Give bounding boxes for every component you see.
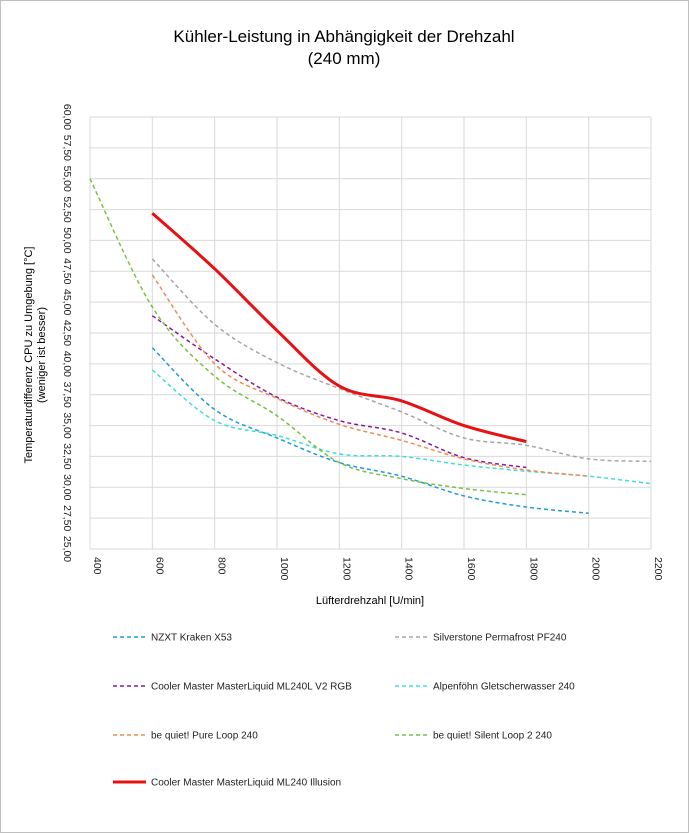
y-tick-label: 57,50 — [61, 135, 73, 161]
y-tick-label: 32,50 — [61, 443, 73, 469]
legend-label: Alpenföhn Gletscherwasser 240 — [433, 682, 575, 693]
series-line-6 — [89, 178, 527, 496]
series-line-1 — [151, 347, 589, 514]
legend-label: be quiet! Silent Loop 2 240 — [433, 731, 552, 742]
y-tick-label: 45,00 — [61, 289, 73, 315]
x-tick-label: 2000 — [590, 557, 602, 581]
x-tick-label: 1200 — [340, 557, 352, 581]
legend-item: be quiet! Silent Loop 2 240 — [395, 731, 552, 742]
y-tick-label: 52,50 — [61, 196, 73, 222]
y-axis-ticks: 25,00 27,50 30,00 32,50 35,00 37,50 40,00 42,50… — [61, 104, 73, 562]
series-line-3 — [151, 315, 527, 469]
legend-item: be quiet! Pure Loop 240 — [113, 731, 258, 742]
legend-item: Cooler Master MasterLiquid ML240 Illusio… — [113, 778, 341, 789]
series-line-4 — [151, 369, 652, 485]
y-tick-label: 30,00 — [61, 474, 73, 500]
y-tick-label: 60,00 — [61, 104, 73, 130]
series-lines — [89, 178, 652, 514]
gridlines — [89, 116, 652, 550]
y-tick-label: 42,50 — [61, 320, 73, 346]
series-line-7 — [151, 212, 527, 444]
y-tick-label: 25,00 — [61, 536, 73, 562]
x-tick-label: 400 — [91, 557, 103, 575]
legend-item: Silverstone Permafrost PF240 — [395, 633, 567, 644]
legend-label: Silverstone Permafrost PF240 — [433, 633, 567, 644]
legend-item: Alpenföhn Gletscherwasser 240 — [395, 682, 575, 693]
series-line-2 — [151, 258, 652, 463]
x-tick-label: 1000 — [278, 557, 290, 581]
y-tick-label: 35,00 — [61, 412, 73, 438]
chart-title: Kühler-Leistung in Abhängigkeit der Dreh… — [173, 27, 514, 46]
legend-label: Cooler Master MasterLiquid ML240 Illusio… — [151, 778, 341, 789]
x-axis-ticks: 400 600 800 1000 1200 1400 1600 1800 2000 2200 — [91, 557, 664, 581]
x-tick-label: 1400 — [403, 557, 415, 581]
legend-item: Cooler Master MasterLiquid ML240L V2 RGB — [113, 682, 352, 693]
y-tick-label: 40,00 — [61, 351, 73, 377]
legend-label: Cooler Master MasterLiquid ML240L V2 RGB — [151, 682, 352, 693]
y-tick-label: 47,50 — [61, 258, 73, 284]
x-tick-label: 800 — [216, 557, 228, 575]
x-tick-label: 1800 — [527, 557, 539, 581]
y-axis-title: Temperaturdifferenz CPU zu Umgebung [°C] — [23, 247, 35, 464]
legend: NZXT Kraken X53 Silverstone Permafrost PF… — [113, 633, 575, 789]
x-tick-label: 2200 — [652, 557, 664, 581]
x-tick-label: 600 — [153, 557, 165, 575]
series-line-5 — [151, 274, 589, 477]
chart-subtitle: (240 mm) — [308, 49, 381, 68]
legend-label: be quiet! Pure Loop 240 — [151, 731, 258, 742]
y-tick-label: 55,00 — [61, 166, 73, 192]
legend-item: NZXT Kraken X53 — [113, 633, 232, 644]
x-tick-label: 1600 — [465, 557, 477, 581]
x-axis-title: Lüfterdrehzahl [U/min] — [316, 595, 424, 607]
y-tick-label: 27,50 — [61, 505, 73, 531]
y-tick-label: 37,50 — [61, 382, 73, 408]
y-axis-subtitle: (weniger ist besser) — [36, 307, 48, 403]
y-tick-label: 50,00 — [61, 227, 73, 253]
legend-label: NZXT Kraken X53 — [151, 633, 232, 644]
